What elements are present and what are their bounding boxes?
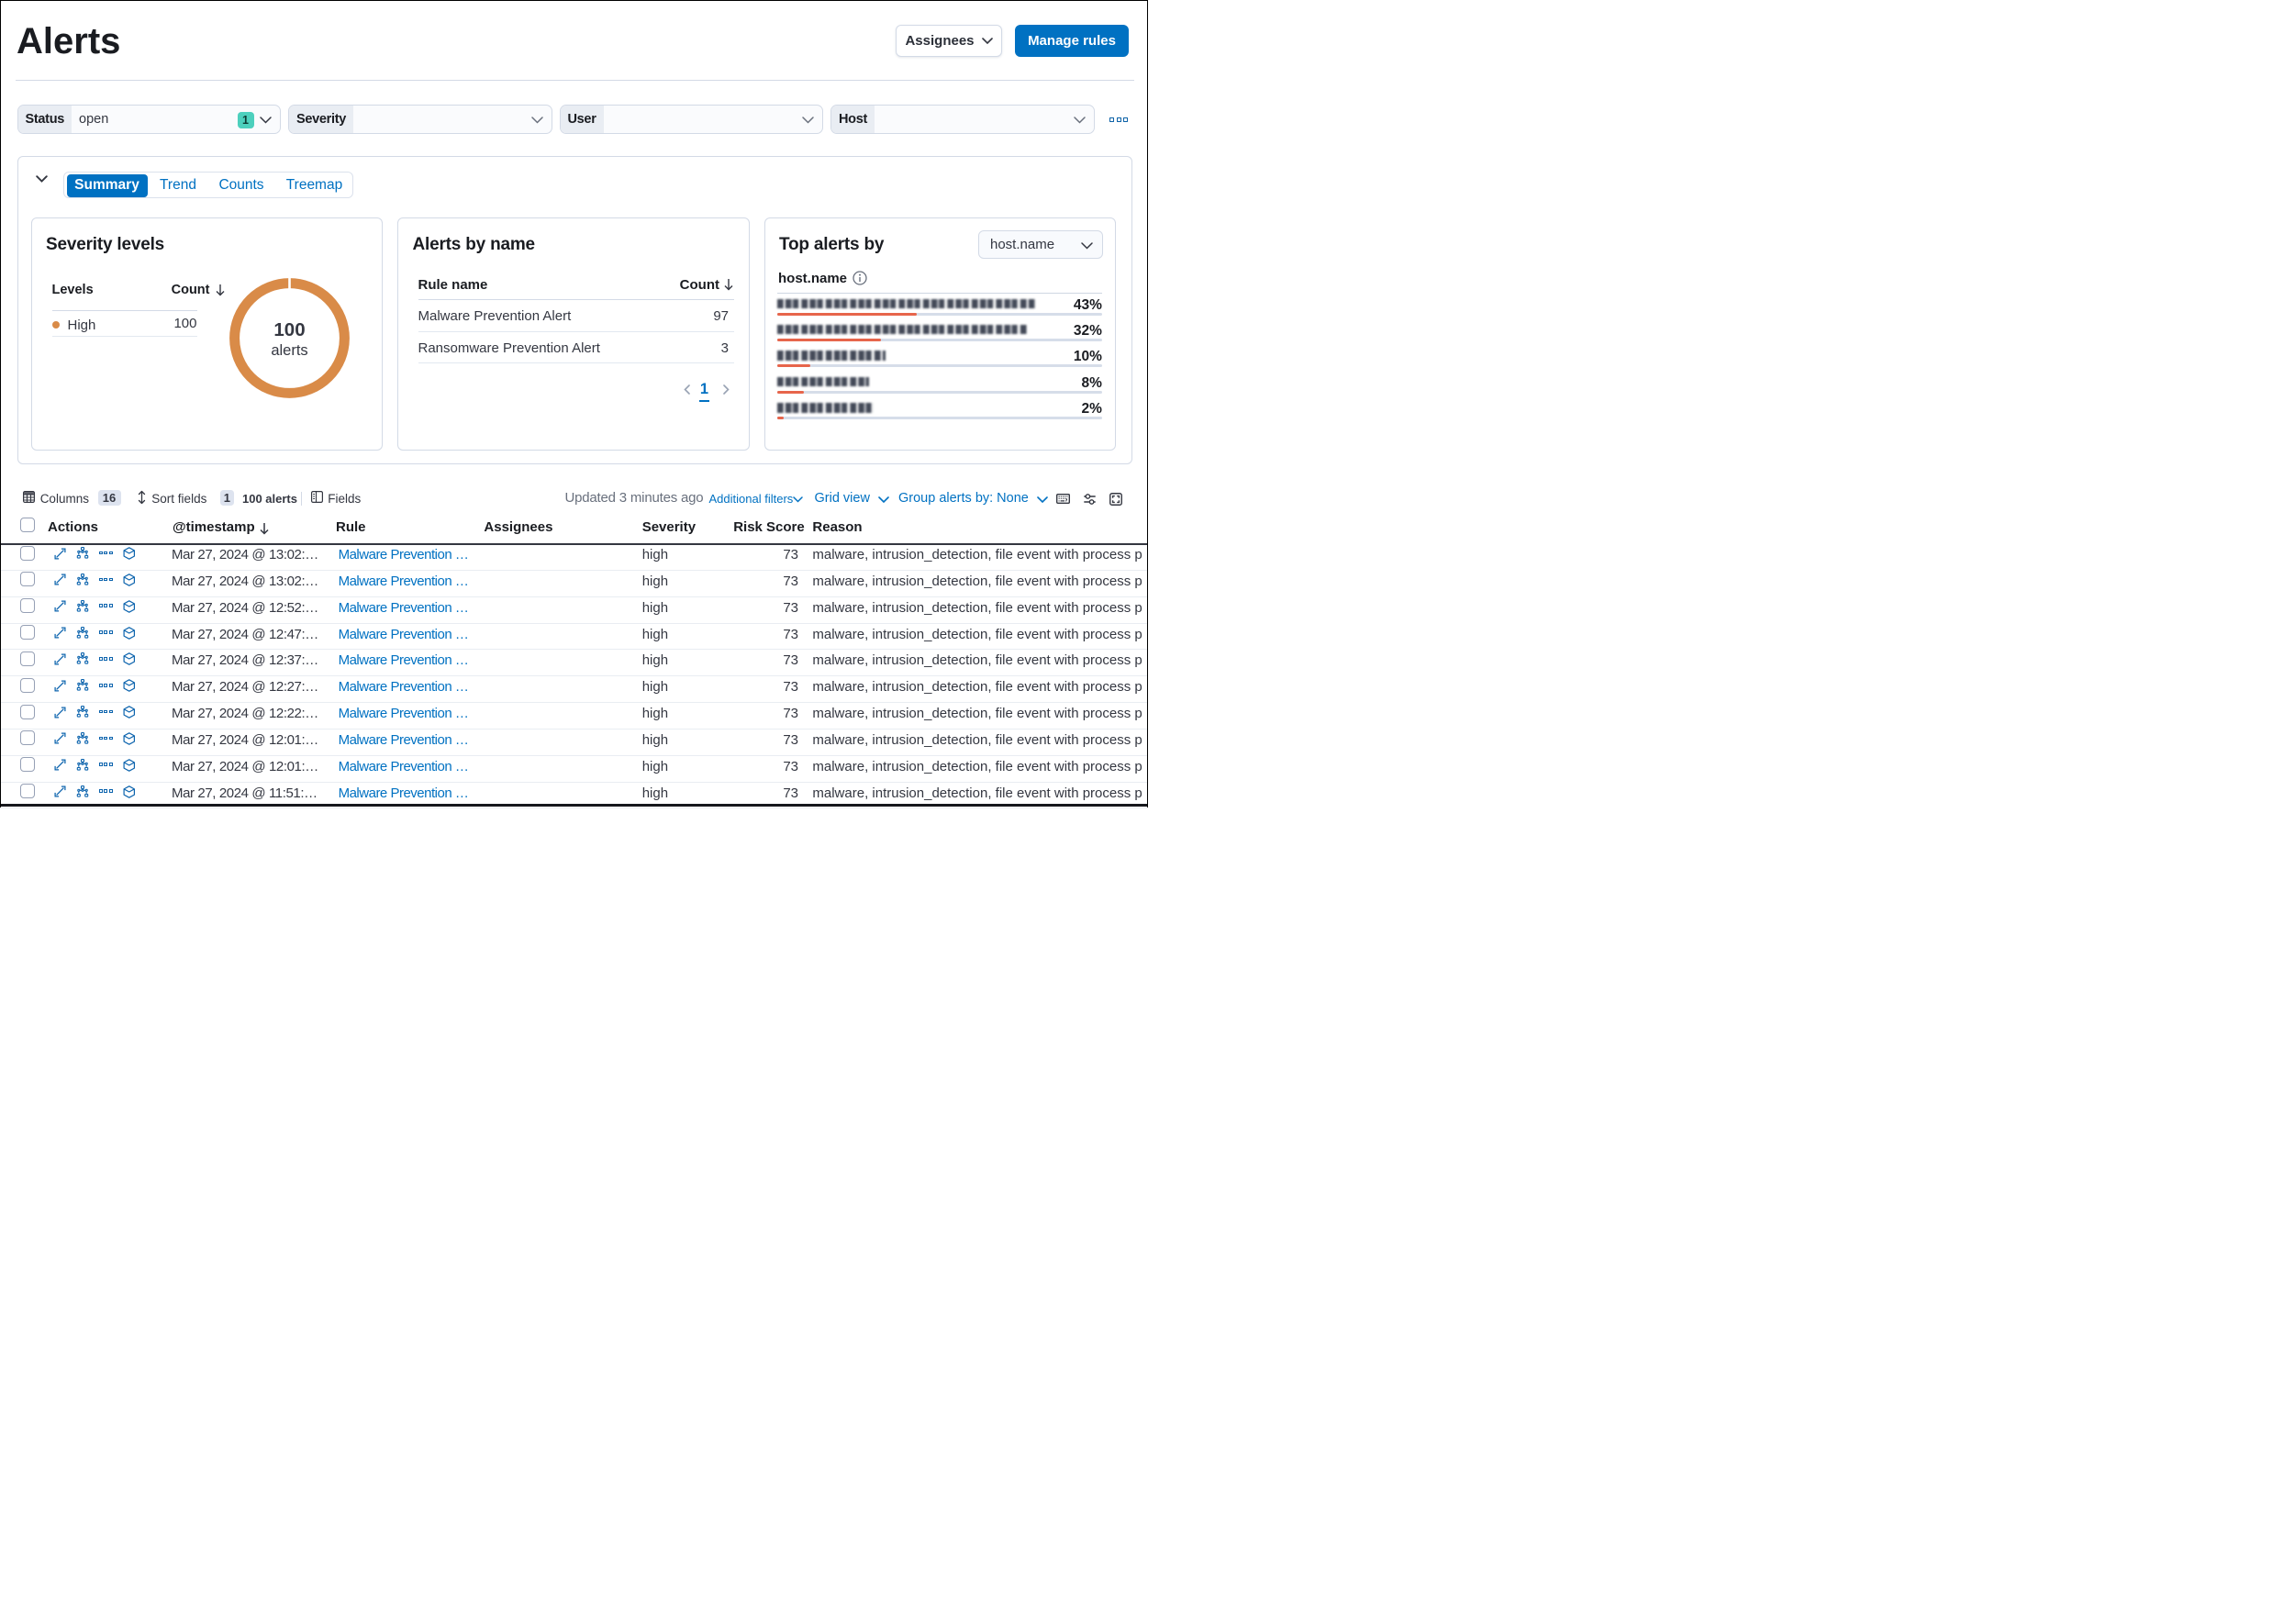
svg-text:alerts: alerts <box>271 342 307 359</box>
svg-text:100: 100 <box>273 319 305 340</box>
